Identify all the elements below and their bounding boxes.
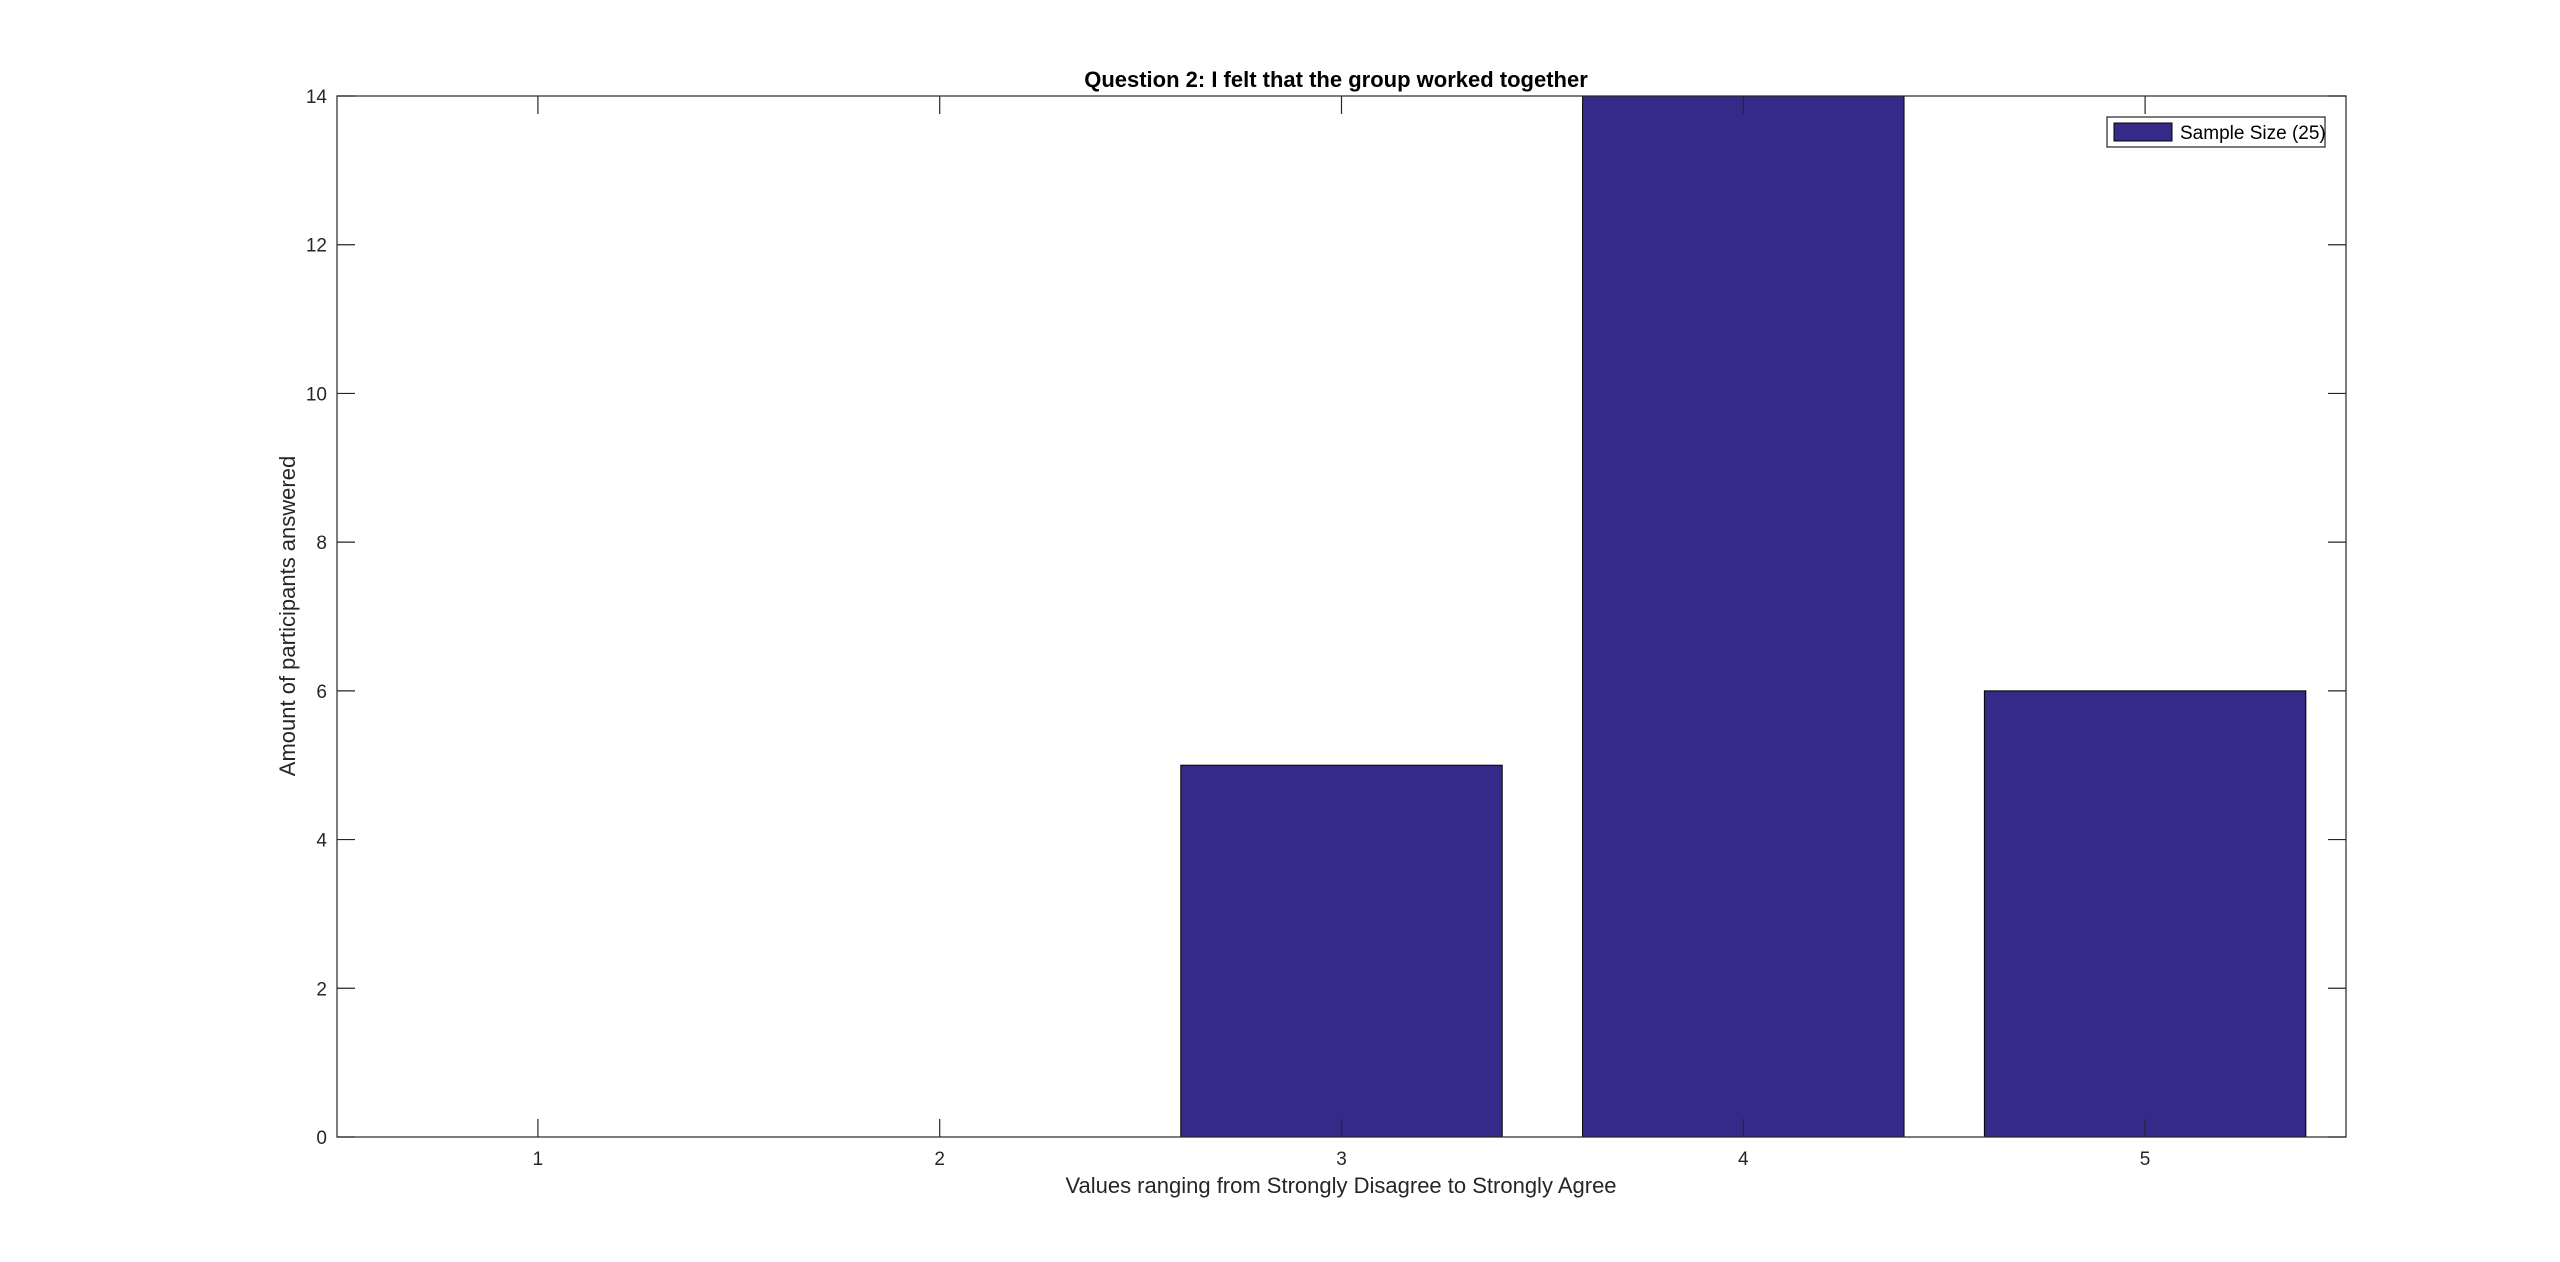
y-tick-label-8: 8 xyxy=(316,533,327,554)
bar-3 xyxy=(1180,764,1503,1138)
y-tick-label-2: 2 xyxy=(316,979,327,1000)
y-axis-label: Amount of participants answered xyxy=(275,456,300,776)
y-tick-label-6: 6 xyxy=(316,682,327,703)
legend-label: Sample Size (25) xyxy=(2180,123,2326,144)
chart-title: Question 2: I felt that the group worked… xyxy=(1084,67,1588,92)
y-ticks-group: 0 2 4 6 8 10 12 14 xyxy=(306,87,2346,1149)
x-tick-label-4: 4 xyxy=(1738,1149,1749,1170)
x-tick-label-5: 5 xyxy=(2140,1149,2151,1170)
x-axis-label: Values ranging from Strongly Disagree to… xyxy=(1065,1173,1616,1198)
x-tick-label-3: 3 xyxy=(1336,1149,1347,1170)
y-tick-label-12: 12 xyxy=(306,236,327,257)
bar-5 xyxy=(1983,690,2307,1138)
y-tick-label-10: 10 xyxy=(306,384,327,405)
legend-swatch xyxy=(2113,122,2173,142)
bar-4 xyxy=(1582,95,1905,1138)
x-ticks-group: 1 2 3 4 5 xyxy=(533,96,2151,1170)
y-tick-label-14: 14 xyxy=(306,87,328,108)
legend-box xyxy=(2106,116,2326,148)
legend: Sample Size (25) xyxy=(2106,116,2326,148)
axes-box xyxy=(336,95,2347,1138)
x-tick-label-1: 1 xyxy=(533,1149,544,1170)
y-tick-label-4: 4 xyxy=(316,831,327,852)
y-tick-label-0: 0 xyxy=(316,1128,327,1149)
bars-group xyxy=(1180,95,2307,1138)
x-tick-label-2: 2 xyxy=(934,1149,945,1170)
